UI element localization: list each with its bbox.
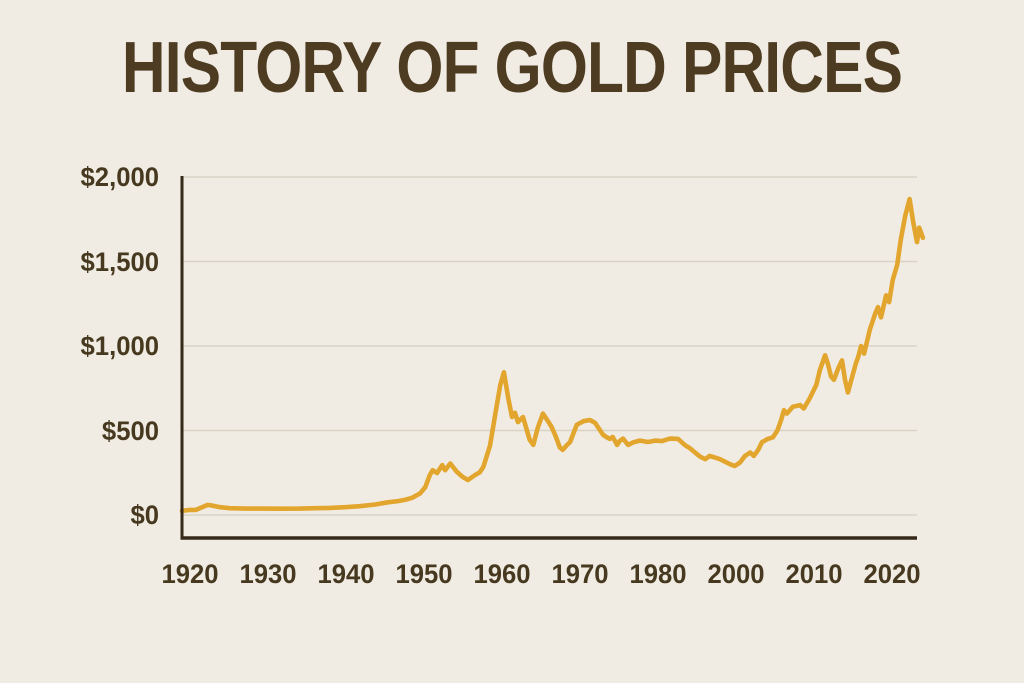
x-tick-label-1950: 1950: [395, 559, 453, 589]
x-tick-label-2010: 2010: [785, 559, 843, 589]
x-tick-label-1960: 1960: [473, 559, 531, 589]
x-tick-label-1920: 1920: [161, 559, 219, 589]
x-tick-label-1970: 1970: [551, 559, 609, 589]
x-tick-label-1980: 1980: [629, 559, 687, 589]
x-tick-label-2000: 2000: [707, 559, 765, 589]
chart-title: HISTORY OF GOLD PRICES: [121, 28, 903, 108]
y-tick-label-500: $500: [101, 415, 159, 446]
x-tick-label-1930: 1930: [239, 559, 297, 589]
gold-price-line: [179, 196, 926, 514]
x-tick-label-1940: 1940: [317, 559, 375, 589]
y-tick-label-1500: $1,500: [80, 246, 159, 277]
y-tick-label-2000: $2,000: [80, 162, 159, 192]
y-tick-label-0: $0: [130, 500, 159, 530]
y-tick-label-1000: $1,000: [80, 331, 159, 361]
x-tick-label-2020: 2020: [863, 559, 921, 589]
